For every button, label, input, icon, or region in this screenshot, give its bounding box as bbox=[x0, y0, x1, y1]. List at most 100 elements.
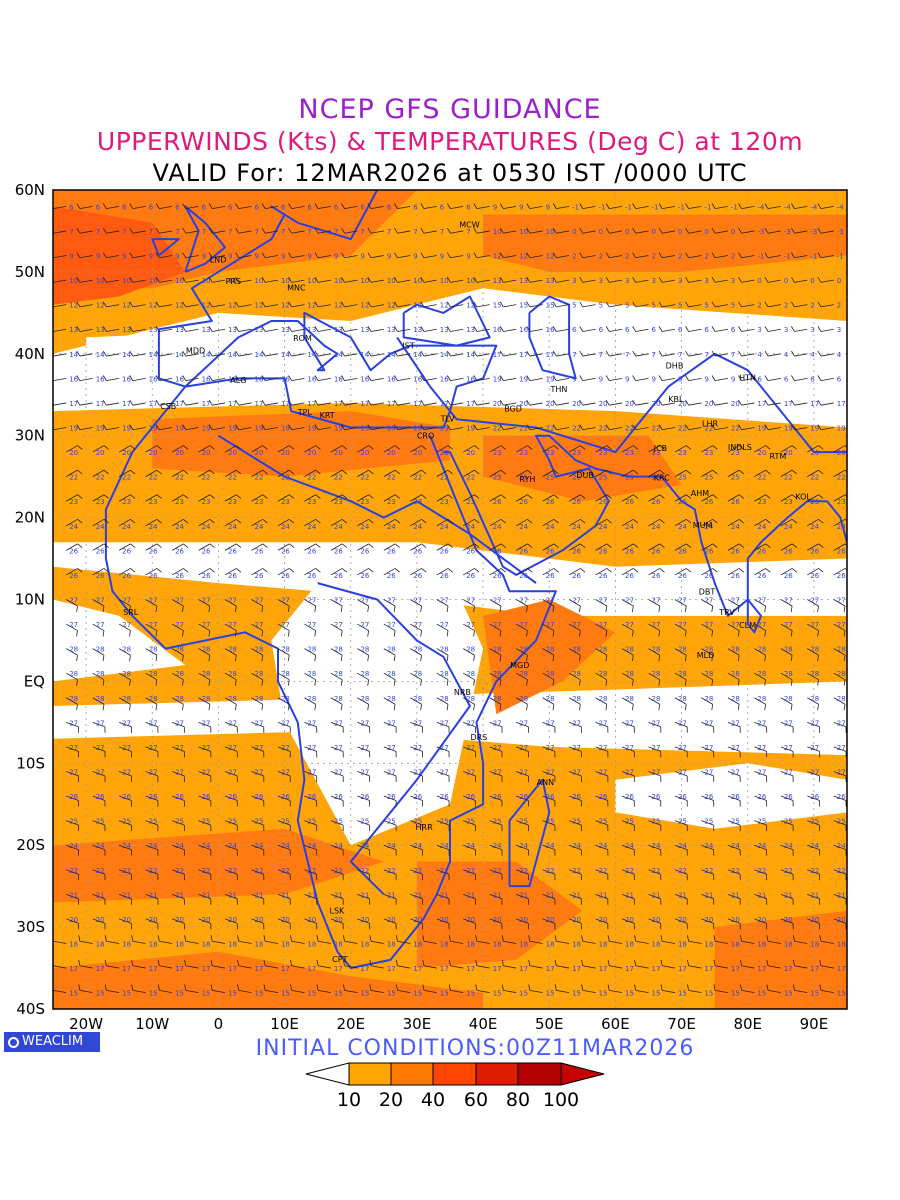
wind-barb-staff bbox=[515, 648, 528, 656]
temperature-value: 13 bbox=[440, 326, 449, 334]
wind-barb-flag bbox=[235, 375, 240, 381]
temperature-value: 27 bbox=[652, 744, 661, 752]
temperature-value: 12 bbox=[466, 302, 475, 310]
wind-barb-flag bbox=[420, 424, 425, 430]
wind-barb-flag bbox=[632, 424, 637, 430]
wind-barb-flag bbox=[420, 679, 422, 686]
temperature-value: 12 bbox=[122, 302, 131, 310]
wind-barb-staff bbox=[410, 518, 422, 527]
temperature-value: 25 bbox=[519, 818, 528, 826]
wind-barb-staff bbox=[701, 771, 714, 777]
temperature-value: 27 bbox=[572, 621, 581, 629]
wind-barb-flag bbox=[102, 227, 107, 234]
wind-barb-flag bbox=[76, 399, 81, 406]
temperature-value: 12 bbox=[69, 302, 78, 310]
wind-barb-staff bbox=[53, 353, 67, 357]
temperature-value: 17 bbox=[281, 400, 290, 408]
wind-barb-staff bbox=[807, 721, 820, 728]
temperature-value: 24 bbox=[704, 523, 713, 531]
temperature-value: 28 bbox=[413, 646, 422, 654]
temperature-value: 7 bbox=[175, 228, 179, 236]
temperature-value: 26 bbox=[69, 547, 78, 555]
temperature-value: 26 bbox=[678, 793, 687, 801]
temperature-value: -1 bbox=[837, 253, 844, 261]
temperature-value: 24 bbox=[493, 523, 502, 531]
wind-barb-flag bbox=[526, 227, 531, 234]
wind-barb-staff bbox=[595, 820, 608, 826]
wind-barb-staff bbox=[463, 648, 475, 656]
wind-barb-staff bbox=[370, 427, 384, 431]
wind-barb-staff bbox=[383, 623, 396, 631]
temperature-value: 26 bbox=[599, 572, 608, 580]
wind-barb-staff bbox=[489, 494, 502, 502]
temperature-value: 7 bbox=[69, 228, 73, 236]
wind-barb-staff bbox=[330, 893, 344, 900]
temperature-value: 20 bbox=[572, 916, 581, 924]
wind-barb-staff bbox=[529, 940, 543, 944]
wind-barb-staff bbox=[436, 771, 450, 777]
wind-barb-flag bbox=[633, 518, 639, 524]
wind-barb-staff bbox=[463, 494, 475, 502]
temperature-value: 26 bbox=[202, 547, 211, 555]
temperature-value: -1 bbox=[572, 203, 579, 211]
temperature-value: 16 bbox=[440, 375, 449, 383]
temperature-value: 21 bbox=[440, 891, 449, 899]
wind-barb-staff bbox=[609, 353, 623, 357]
temperature-value: 6 bbox=[599, 326, 604, 334]
temperature-value: 28 bbox=[625, 646, 634, 654]
wind-barb-flag bbox=[553, 494, 559, 499]
temperature-value: 26 bbox=[704, 498, 713, 506]
wind-barb-staff bbox=[715, 255, 728, 259]
temperature-value: 18 bbox=[281, 940, 290, 948]
temperature-value: 26 bbox=[519, 547, 528, 555]
temperature-value: 18 bbox=[599, 940, 608, 948]
wind-barb-flag bbox=[394, 518, 401, 524]
weaclim-logo[interactable]: WEACLIM bbox=[4, 1032, 100, 1052]
temperature-value: 27 bbox=[69, 719, 78, 727]
wind-barb-staff bbox=[198, 844, 211, 851]
temperature-value: 12 bbox=[96, 302, 105, 310]
wind-barb-staff bbox=[159, 377, 173, 382]
wind-barb-flag bbox=[658, 326, 663, 332]
wind-barb-staff bbox=[171, 844, 185, 851]
wind-barb-staff bbox=[185, 989, 199, 994]
wind-barb-staff bbox=[212, 353, 226, 357]
wind-barb-flag bbox=[314, 424, 319, 430]
temperature-value: 18 bbox=[122, 940, 131, 948]
shade-mozambique bbox=[416, 861, 583, 968]
temperature-value: 28 bbox=[757, 670, 766, 678]
temperature-value: -4 bbox=[784, 203, 792, 211]
wind-barb-flag bbox=[526, 655, 528, 662]
wind-barb-staff bbox=[212, 940, 226, 944]
wind-barb-flag bbox=[76, 704, 78, 711]
temperature-value: 7 bbox=[228, 228, 232, 236]
wind-barb-staff bbox=[66, 494, 78, 502]
temperature-value: 9 bbox=[731, 375, 735, 383]
temperature-value: 22 bbox=[837, 474, 846, 482]
wind-barb-flag bbox=[77, 445, 83, 450]
wind-barb-staff bbox=[291, 427, 305, 431]
wind-barb-flag bbox=[631, 655, 634, 662]
station-label: MCW bbox=[459, 220, 479, 229]
temperature-value: 20 bbox=[202, 916, 211, 924]
wind-barb-flag bbox=[499, 301, 504, 308]
station-label: MUM bbox=[693, 521, 713, 530]
wind-barb-staff bbox=[741, 965, 755, 969]
temperature-value: -1 bbox=[731, 203, 738, 211]
wind-barb-flag bbox=[607, 984, 610, 991]
wind-barb-staff bbox=[463, 697, 475, 705]
wind-barb-flag bbox=[446, 301, 451, 308]
wind-barb-staff bbox=[277, 869, 291, 875]
temperature-value: 13 bbox=[122, 326, 131, 334]
wind-barb-staff bbox=[383, 869, 397, 875]
wind-barb-flag bbox=[394, 424, 398, 430]
wind-barb-staff bbox=[754, 844, 767, 851]
wind-barb-staff bbox=[318, 402, 331, 406]
wind-barb-staff bbox=[754, 721, 767, 728]
wind-barb-staff bbox=[450, 940, 464, 944]
wind-barb-staff bbox=[674, 721, 688, 728]
temperature-value: 7 bbox=[281, 228, 285, 236]
wind-barb-flag bbox=[129, 424, 134, 430]
wind-barb-staff bbox=[251, 672, 263, 681]
